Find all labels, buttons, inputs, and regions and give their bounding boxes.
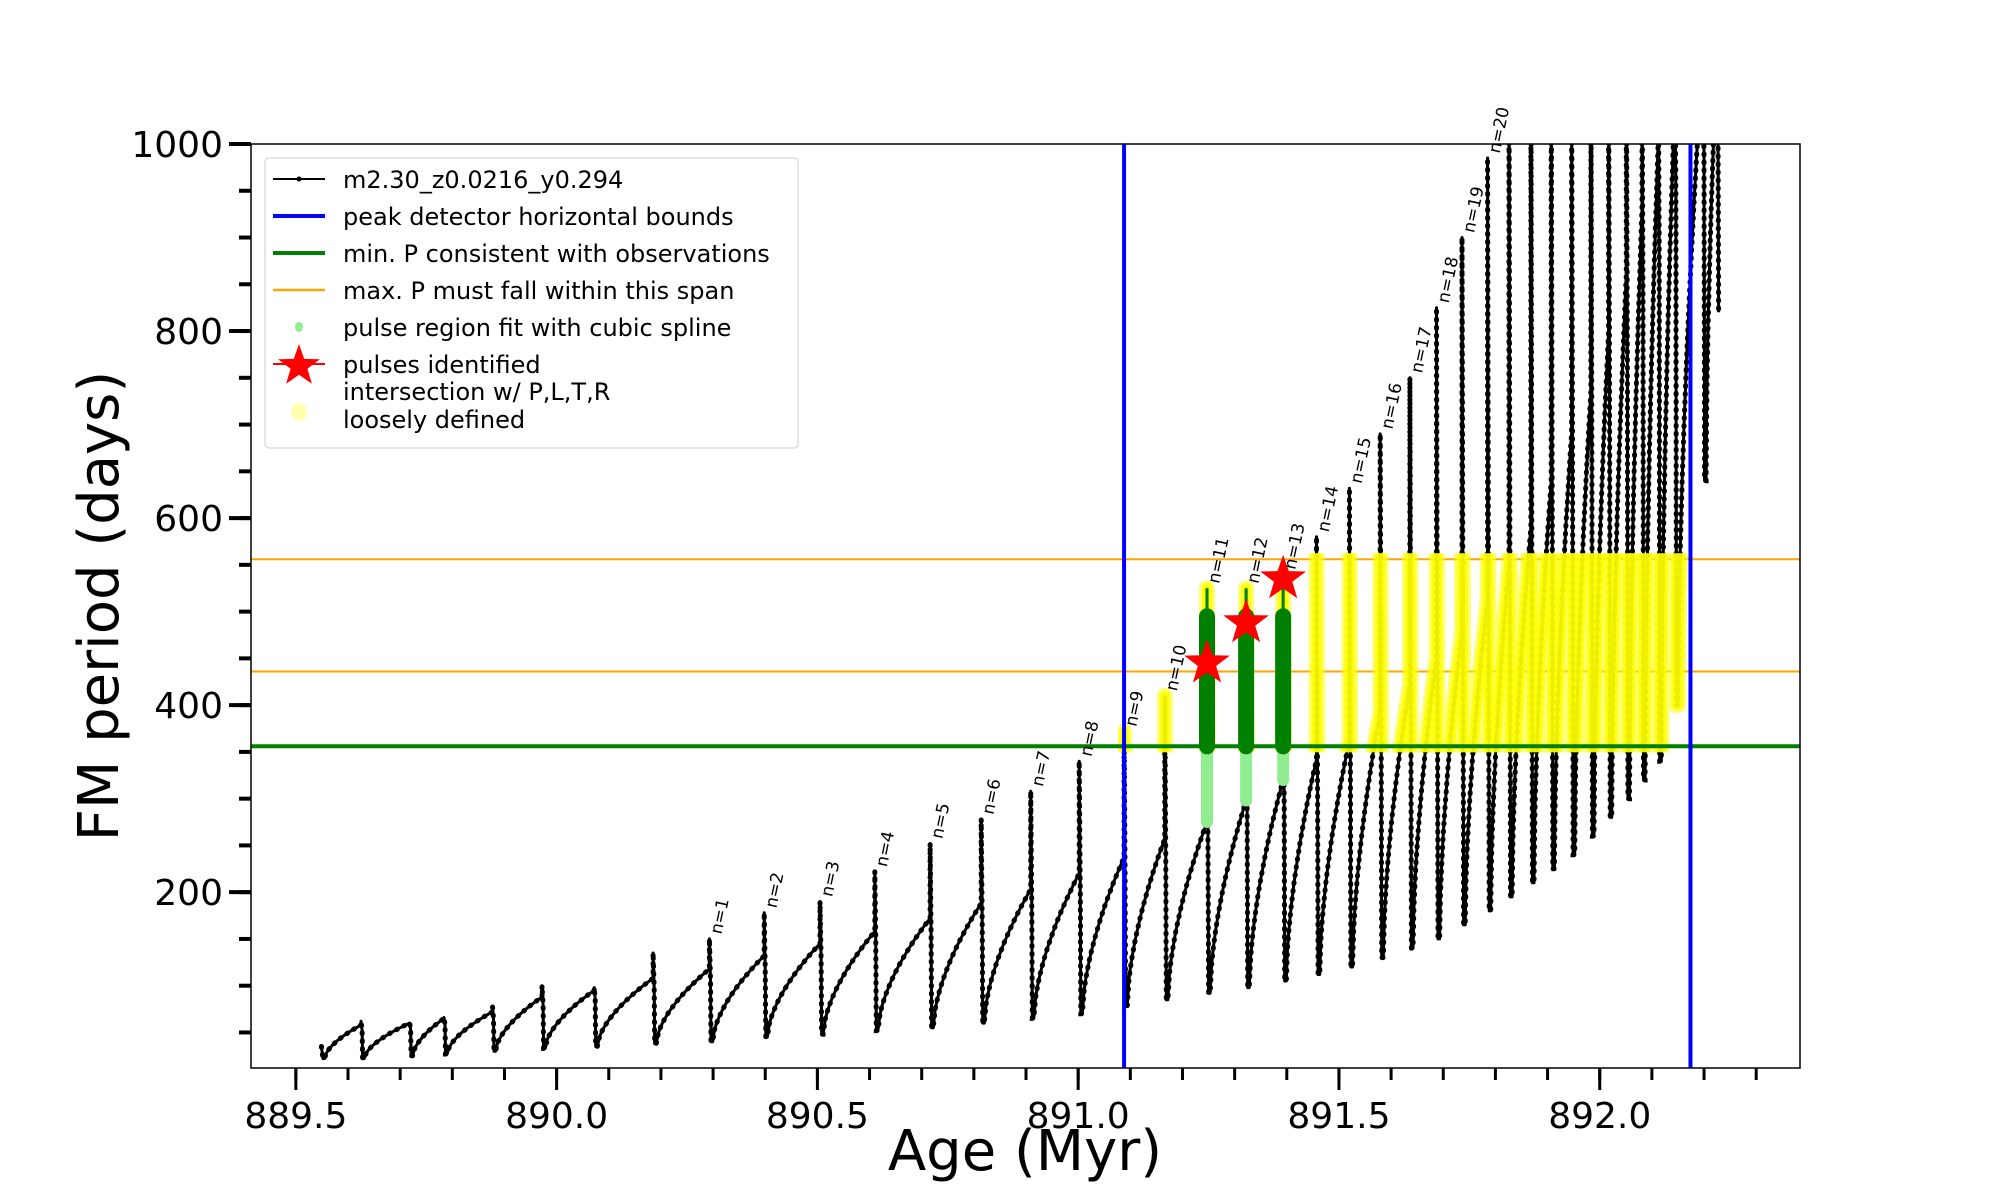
x-axis: 889.5 890.0 890.5 891.0 891.5 892.0 [244,1068,1758,1137]
y-tick-label: 400 [154,686,223,727]
pulse-label: n=4 [872,829,899,868]
legend-frame [264,157,799,449]
x-tick-label: 891.0 [1027,1096,1130,1137]
pulse-identified-star [1184,639,1230,683]
pulse-identified-star [1260,554,1306,599]
legend-label: pulses identified [343,351,541,379]
legend-item: pulses identified [273,344,541,384]
legend-label: m2.30_z0.0216_y0.294 [343,166,623,194]
y-axis-label: FM period (days) [67,371,132,841]
legend-label: loosely defined [343,406,525,434]
legend-item: max. P must fall within this span [273,277,734,305]
pulse-label: n=14 [1314,484,1343,534]
y-tick-label: 1000 [131,125,223,166]
pulse-label: n=10 [1162,643,1191,693]
y-tick-label: 600 [154,499,223,540]
legend-label: min. P consistent with observations [343,240,770,268]
legend-star-icon [278,344,320,384]
y-tick-label: 800 [154,312,223,353]
legend-item: min. P consistent with observations [273,240,770,268]
legend-dot-swatch [291,403,307,421]
x-tick-label: 891.5 [1287,1096,1390,1137]
legend-dot-swatch [295,322,303,332]
pulse-label: n=11 [1204,535,1233,585]
legend-label: intersection w/ P,L,T,R [343,378,610,406]
x-tick-label: 890.0 [505,1096,608,1137]
y-tick-label: 200 [154,873,223,914]
pulse-label: n=17 [1407,325,1436,375]
pulse-label: n=8 [1077,719,1104,758]
pulse-label: n=3 [817,859,844,898]
y-axis: 200 400 600 800 1000 [131,125,251,1035]
pulse-label: n=16 [1378,381,1407,431]
pulse-label: n=1 [707,897,734,936]
legend-label: max. P must fall within this span [343,277,734,305]
pulse-identified-star [1223,598,1269,643]
pulse-label: n=19 [1459,185,1488,235]
x-tick-label: 890.5 [766,1096,869,1137]
legend-marker-swatch [296,176,302,182]
pulse-label: n=5 [927,801,954,840]
pulse-label: n=6 [979,777,1006,816]
legend-label: peak detector horizontal bounds [343,203,734,231]
legend-item: pulse region fit with cubic spline [295,314,731,342]
track-markers [318,144,1722,1062]
legend-label: pulse region fit with cubic spline [343,314,731,342]
x-tick-label: 889.5 [244,1096,347,1137]
x-tick-label: 892.0 [1548,1096,1651,1137]
x-axis-label: Age (Myr) [888,1119,1162,1184]
pulse-label: n=15 [1347,435,1376,485]
pulse-label: n=12 [1243,535,1272,585]
plot-area [251,144,1800,1068]
pulse-label: n=13 [1280,521,1309,571]
pulse-label: n=18 [1434,255,1463,305]
legend-item: peak detector horizontal bounds [273,203,734,231]
pulse-label: n=7 [1028,749,1055,788]
pulse-label: n=2 [762,871,789,910]
legend-item: m2.30_z0.0216_y0.294 [273,166,623,194]
